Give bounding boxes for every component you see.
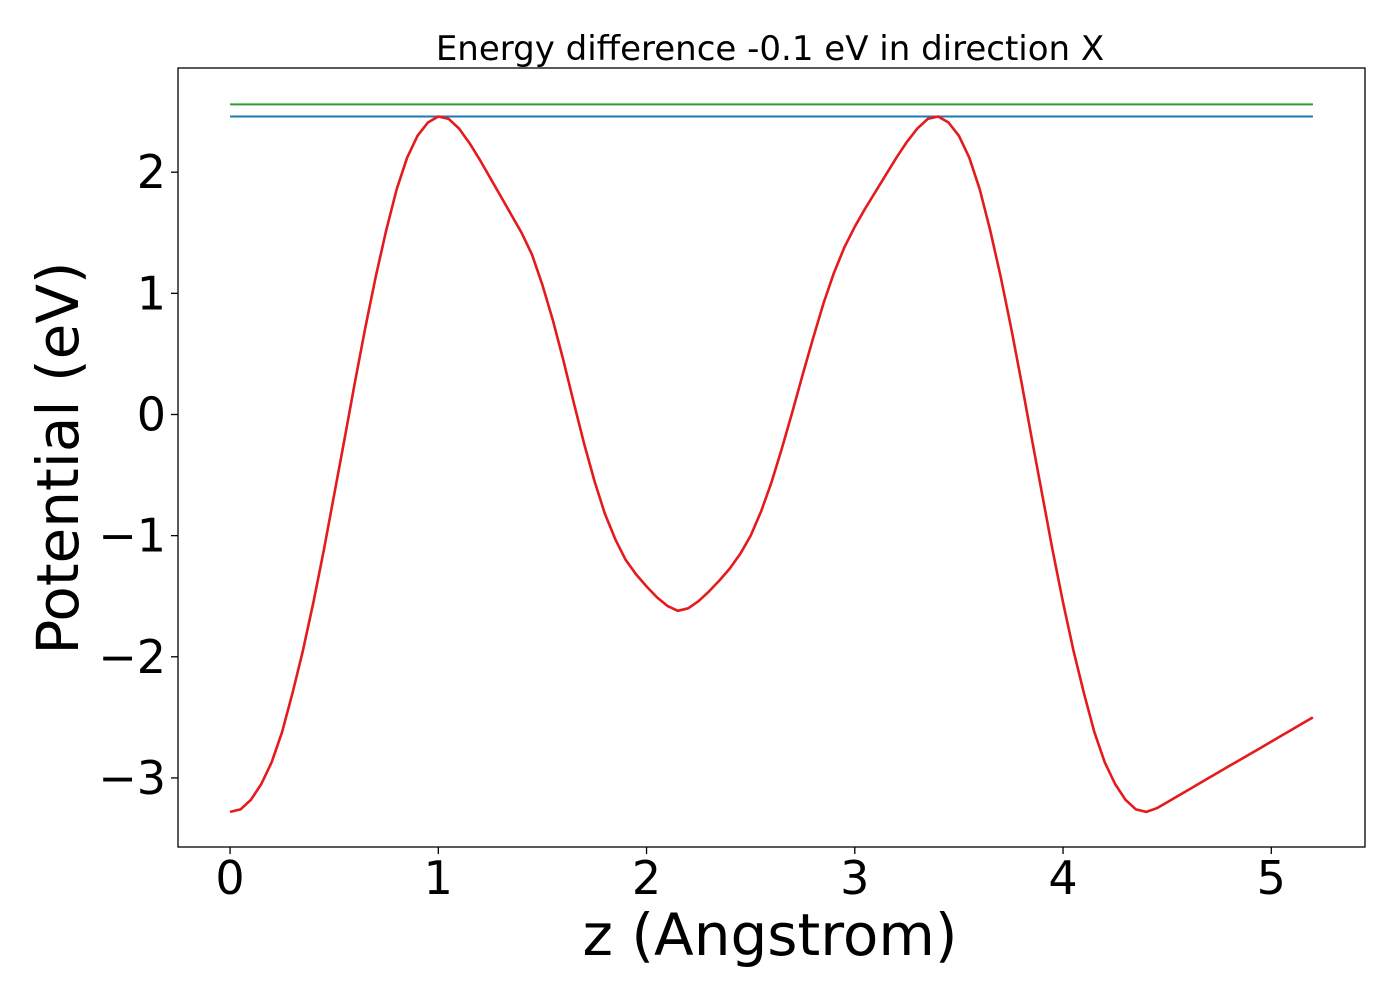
potential-curve bbox=[229, 115, 1314, 814]
y-tick-label: 2 bbox=[137, 145, 166, 199]
x-tick-label: 1 bbox=[424, 851, 453, 905]
plot-frame bbox=[177, 67, 1366, 848]
x-tick-label: 2 bbox=[632, 851, 661, 905]
x-axis-ticks: 0 1 2 3 4 5 bbox=[215, 847, 1286, 905]
x-axis-label: z (Angstrom) bbox=[583, 901, 958, 969]
x-tick-label: 5 bbox=[1257, 851, 1286, 905]
y-tick-label: 0 bbox=[137, 387, 166, 441]
reference-lines bbox=[230, 103, 1313, 118]
y-tick-label: −3 bbox=[98, 751, 166, 805]
x-tick-label: 4 bbox=[1048, 851, 1077, 905]
y-axis-ticks: −3 −2 −1 0 1 2 bbox=[98, 145, 178, 805]
y-tick-label: −1 bbox=[98, 509, 166, 563]
y-axis-label: Potential (eV) bbox=[24, 261, 92, 654]
y-tick-label: 1 bbox=[137, 266, 166, 320]
series-group bbox=[229, 115, 1314, 814]
x-tick-label: 3 bbox=[840, 851, 869, 905]
y-tick-label: −2 bbox=[98, 630, 166, 684]
x-tick-label: 0 bbox=[215, 851, 244, 905]
chart-title: Energy difference -0.1 eV in direction X bbox=[436, 29, 1104, 69]
